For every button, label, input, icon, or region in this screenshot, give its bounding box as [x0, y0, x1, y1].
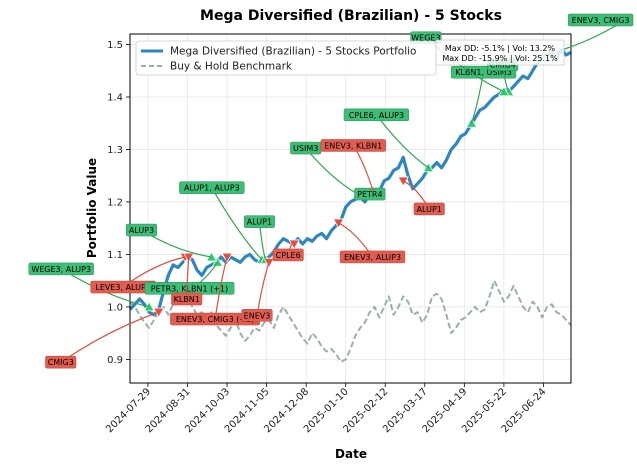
portfolio-series-line [128, 48, 572, 317]
annotation-box [171, 292, 203, 306]
annotation-label: WEGE3, ALUP3 [31, 265, 91, 274]
annotation-label: ENEV3 [244, 311, 271, 320]
annotation-box [28, 262, 94, 276]
y-tick-label: 1.1 [107, 250, 123, 261]
buy-marker [211, 256, 224, 267]
y-tick-label: 1.0 [107, 302, 123, 313]
annotation-box [45, 355, 77, 369]
annotation-connector [305, 147, 358, 195]
annotation-box [272, 248, 304, 262]
annotation-label: ENEV3, CMIG3 [572, 16, 630, 25]
stats-line-benchmark: Max DD: -15.9% | Vol: 25.1% [442, 54, 558, 63]
annotation-label: PETR4 [357, 190, 382, 199]
annotation-connector [60, 311, 159, 363]
y-axis-title: Portfolio Value [85, 158, 99, 258]
x-axis-title: Date [335, 447, 367, 461]
annotation-label: WEGE3 [411, 34, 440, 43]
annotation-label: CPLE6, ALUP3 [349, 111, 404, 120]
annotation-connector [214, 256, 228, 320]
annotation-label: USIM3 [293, 144, 318, 153]
annotation-connector [211, 187, 263, 261]
annotation-box [179, 181, 245, 194]
chart-title: Mega Diversified (Brazilian) - 5 Stocks [200, 8, 502, 24]
y-tick-label: 1.5 [107, 40, 123, 51]
annotation-connector [352, 145, 374, 192]
annotation-label: CMIG3 [48, 358, 74, 367]
plot-frame [129, 33, 572, 384]
annotation-box [125, 223, 157, 237]
annotation-box [354, 187, 386, 201]
legend-label-portfolio: Mega Diversified (Brazilian) - 5 Stocks … [170, 46, 416, 58]
trade-annotations: WEGE3, ALUP3 CMIG3 LEVE3, ALUP1 PETR3, KLBN… [28, 13, 634, 369]
y-tick-label: 1.4 [107, 92, 123, 103]
annotation-label: ALUP1 [417, 205, 442, 214]
annotation-connector [256, 262, 270, 316]
stats-line-strategy: Max DD: -5.1% | Vol: 13.2% [445, 44, 556, 53]
annotation-label: ENEV3, CMIG3 (+2) [176, 315, 254, 324]
y-tick-label: 1.3 [107, 145, 123, 156]
stats-box: Max DD: -5.1% | Vol: 13.2% Max DD: -15.9… [435, 39, 565, 66]
legend: Mega Diversified (Brazilian) - 5 Stocks … [135, 40, 437, 76]
annotation-label: ENEV3, KLBN1 [324, 141, 382, 150]
y-tick-label: 1.2 [107, 197, 123, 208]
annotation-label: ALUP3 [129, 226, 154, 235]
annotation-label: CPLE6 [276, 251, 301, 260]
legend-label-benchmark: Buy & Hold Benchmark [170, 61, 293, 73]
y-tick-label: 0.9 [107, 355, 123, 366]
annotation-box [343, 108, 410, 122]
annotation-box [320, 139, 386, 152]
grid [130, 34, 571, 383]
annotation-label: KLBN1 [174, 295, 200, 304]
annotation-label: PETR3, KLBN1 (+1) [151, 284, 228, 293]
annotation-box [243, 215, 275, 228]
annotation-label: ALUP1 [247, 218, 272, 227]
annotation-box [241, 309, 273, 322]
annotation-label: ALUP1, ALUP3 [184, 184, 240, 193]
annotation-label: LEVE3, ALUP1 [95, 283, 151, 292]
annotation-box [413, 202, 445, 216]
annotation-box [567, 13, 634, 27]
annotation-box [339, 250, 406, 264]
annotation-label: KLBN1, USIM3 [455, 68, 512, 77]
annotation-label: ENEV3, ALUP3 [344, 253, 401, 262]
